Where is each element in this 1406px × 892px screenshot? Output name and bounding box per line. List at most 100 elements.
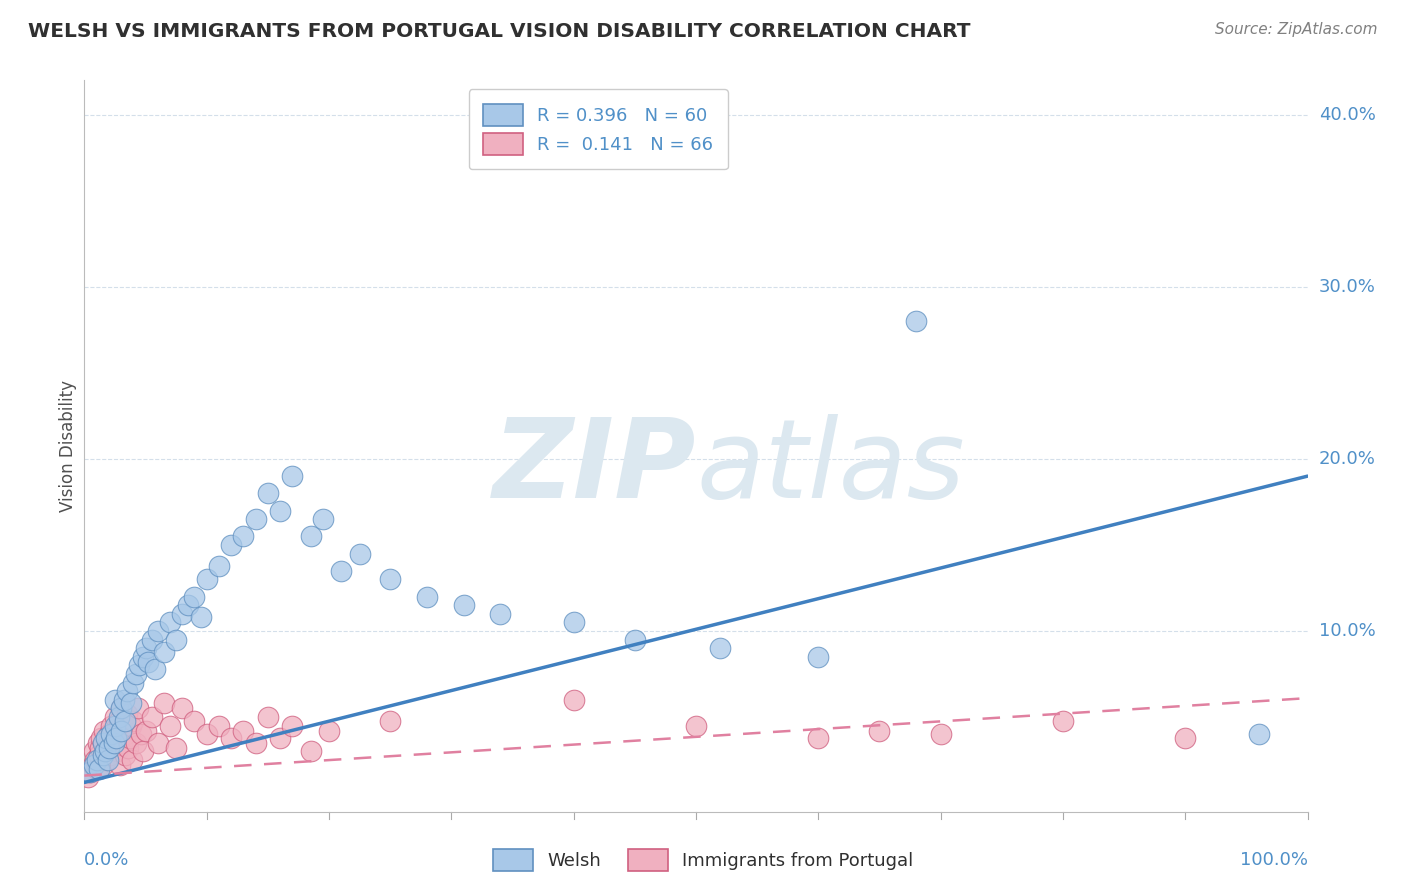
Point [107,714,129,728]
Point [281,469,304,483]
Point [94,744,117,758]
Point [97,753,120,767]
Point [281,719,304,733]
Point [312,512,335,526]
Point [104,693,127,707]
Point [90,731,112,745]
Point [83,758,105,772]
Point [929,727,952,741]
Text: 100.0%: 100.0% [1240,851,1308,869]
Text: atlas: atlas [696,415,965,522]
Point [146,624,169,638]
Point [141,710,163,724]
Point [83,744,105,758]
Text: 20.0%: 20.0% [1319,450,1375,468]
Point [153,645,176,659]
Point [380,714,402,728]
Legend: Welsh, Immigrants from Portugal: Welsh, Immigrants from Portugal [485,842,921,879]
Point [122,675,145,690]
Point [905,314,928,328]
Point [79,765,101,780]
Point [97,741,120,756]
Point [96,731,118,745]
Point [190,610,212,624]
Point [453,598,475,612]
Point [100,719,122,733]
Point [165,632,187,647]
Point [257,710,280,724]
Point [110,723,132,738]
Point [87,762,110,776]
Point [112,693,135,707]
Point [299,744,322,758]
Point [120,696,142,710]
Point [195,573,218,587]
Point [115,706,138,721]
Text: 0.0%: 0.0% [84,851,129,869]
Point [114,747,136,762]
Point [115,684,138,698]
Point [624,632,647,647]
Point [91,747,114,762]
Point [195,727,218,741]
Point [84,753,107,767]
Point [159,719,181,733]
Point [183,714,205,728]
Point [177,598,200,612]
Point [208,558,231,573]
Point [97,727,120,741]
Point [118,731,141,745]
Point [93,723,115,738]
Point [269,503,291,517]
Point [165,741,187,756]
Point [128,658,150,673]
Point [94,744,117,758]
Point [232,529,254,543]
Point [132,649,155,664]
Point [1174,731,1197,745]
Point [136,655,159,669]
Point [103,736,125,750]
Point [159,615,181,630]
Point [111,736,134,750]
Point [318,723,340,738]
Point [685,719,707,733]
Point [245,736,267,750]
Point [77,770,100,784]
Point [172,607,194,621]
Point [105,744,128,758]
Point [135,723,157,738]
Point [98,747,121,762]
Point [245,512,267,526]
Point [91,736,114,750]
Text: Source: ZipAtlas.com: Source: ZipAtlas.com [1215,22,1378,37]
Point [299,529,322,543]
Point [110,701,132,715]
Point [96,753,118,767]
Point [105,723,128,738]
Point [120,719,142,733]
Point [104,719,127,733]
Point [114,714,136,728]
Point [141,632,163,647]
Point [125,736,148,750]
Point [380,573,402,587]
Point [269,731,291,745]
Point [129,727,152,741]
Point [132,744,155,758]
Point [108,758,131,772]
Point [1247,727,1270,741]
Point [172,701,194,715]
Point [100,727,122,741]
Text: 30.0%: 30.0% [1319,277,1375,296]
Point [208,719,231,733]
Point [257,486,280,500]
Point [107,710,129,724]
Text: 10.0%: 10.0% [1319,622,1375,640]
Point [127,701,149,715]
Text: ZIP: ZIP [492,415,696,522]
Point [125,667,148,681]
Point [807,649,830,664]
Point [183,590,205,604]
Point [97,736,120,750]
